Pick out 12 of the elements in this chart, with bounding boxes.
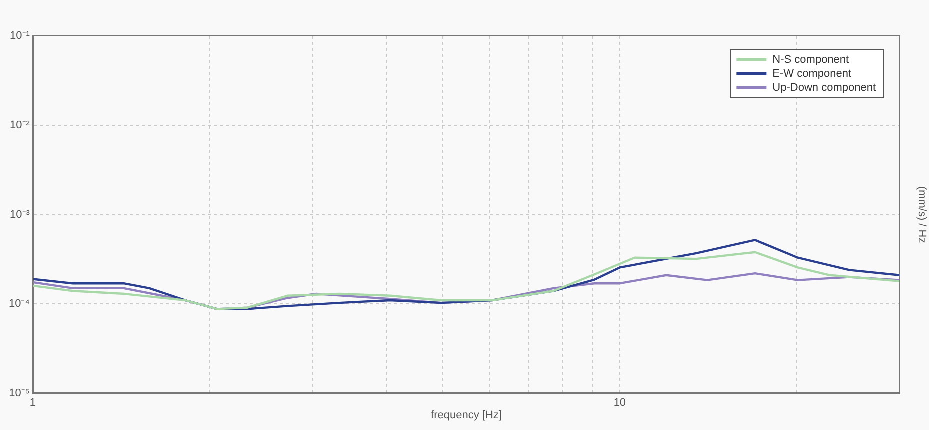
y-tick-label: 10⁻⁵ (9, 388, 30, 400)
legend-label: N-S component (772, 54, 850, 66)
y-axis-title: (mm/s) / Hz (916, 186, 928, 244)
legend-label: Up-Down component (772, 82, 876, 94)
legend-label: E-W component (772, 68, 852, 80)
y-tick-label: 10⁻⁴ (8, 298, 30, 310)
x-axis-title: frequency [Hz] (431, 409, 502, 422)
x-tick-label: 10 (614, 397, 626, 410)
x-tick-label: 1 (30, 397, 36, 410)
y-tick-label: 10⁻² (10, 119, 30, 132)
y-tick-label: 10⁻¹ (10, 30, 30, 42)
y-tick-label: 10⁻³ (10, 208, 30, 221)
